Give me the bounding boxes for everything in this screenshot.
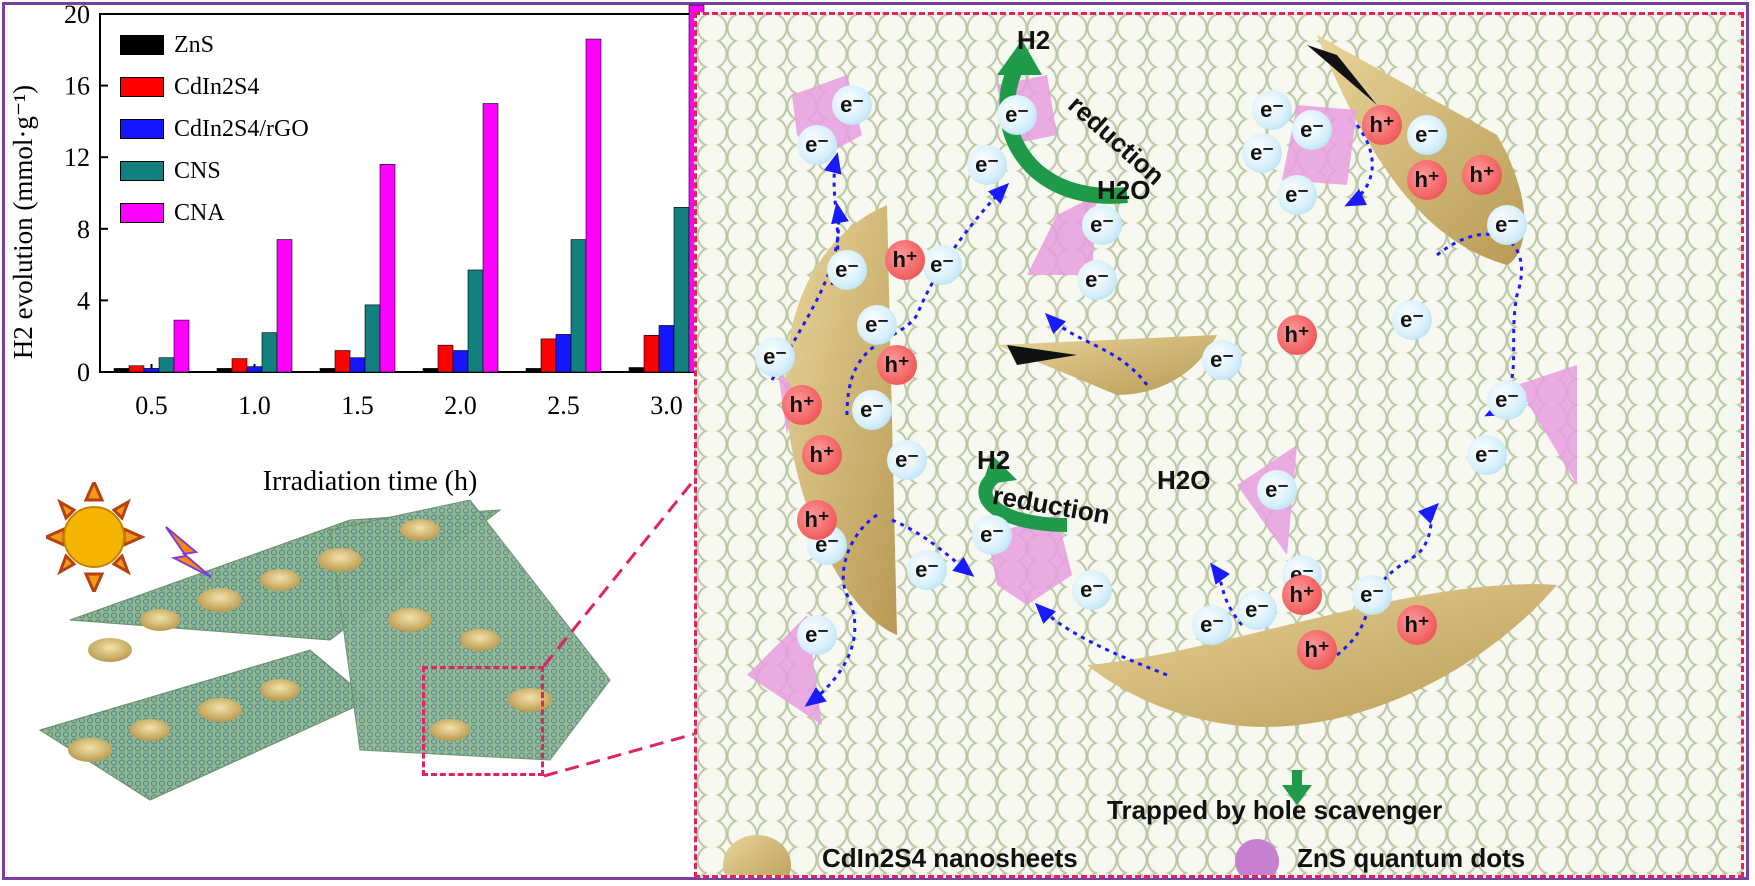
x-tick-label: 0.5: [135, 391, 168, 420]
legend-entry: CNA: [120, 192, 309, 234]
electron-marker: e⁻: [922, 245, 962, 285]
legend-label: CNA: [174, 199, 225, 226]
legend-label: CNS: [174, 157, 221, 184]
composite-scene-illustration: [38, 500, 611, 801]
hole-marker: h⁺: [1407, 160, 1447, 200]
trap-caption: Trapped by hole scavenger: [1107, 795, 1443, 825]
chart-legend: ZnS CdIn2S4 CdIn2S4/rGO CNS CNA: [120, 24, 309, 234]
up-arrow-icon: [997, 40, 1042, 75]
electron-marker: e⁻: [1487, 380, 1527, 420]
electron-marker: e⁻: [1487, 205, 1527, 245]
electron-marker: e⁻: [997, 95, 1037, 135]
bar-cna: [276, 239, 293, 373]
down-arrow-icon: [1282, 785, 1312, 805]
electron-marker: e⁻: [1467, 435, 1507, 475]
legend-swatch: [120, 119, 164, 139]
hole-marker: h⁺: [1277, 315, 1317, 355]
quantum-dot-legend-label: ZnS quantum dots: [1297, 843, 1526, 873]
x-tick-label: 1.0: [238, 391, 271, 420]
electron-marker: e⁻: [1292, 110, 1332, 150]
y-tick-label: 4: [77, 286, 90, 315]
bar-cna: [379, 164, 396, 373]
electron-marker: e⁻: [852, 390, 892, 430]
x-axis-title: Irradiation time (h): [262, 466, 478, 497]
sun-icon: [46, 482, 212, 592]
legend-swatch: [120, 77, 164, 97]
nanosheet-legend-icon: [723, 835, 791, 875]
legend-label: CdIn2S4: [174, 73, 260, 100]
electron-marker: e⁻: [1082, 205, 1122, 245]
lower-h2-label: H2: [977, 445, 1011, 475]
electron-marker: e⁻: [857, 305, 897, 345]
hole-marker: h⁺: [797, 500, 837, 540]
hole-marker: h⁺: [782, 385, 822, 425]
mechanism-panel: H2 reduction H2O H2 reduction H2O e⁻ e⁻ e⁻…: [694, 12, 1744, 878]
nanosheet-shadows: [1007, 45, 1377, 365]
legend-entry: ZnS: [120, 24, 309, 66]
x-tick-label: 1.5: [341, 391, 374, 420]
y-tick-label: 8: [77, 215, 90, 244]
electron-marker: e⁻: [887, 440, 927, 480]
upper-h2o-label: H2O: [1097, 175, 1151, 205]
hole-marker: h⁺: [1362, 105, 1402, 145]
x-tick-label: 3.0: [650, 391, 683, 420]
electron-marker: e⁻: [1352, 575, 1392, 615]
mechanism-shapes: [723, 35, 1577, 875]
legend-swatch: [120, 161, 164, 181]
legend-swatch: [120, 35, 164, 55]
electron-marker: e⁻: [755, 337, 795, 377]
electron-marker: e⁻: [1252, 90, 1292, 130]
electron-paths: [770, 124, 1523, 707]
quantum-dot-legend-icon: [1235, 839, 1279, 875]
bar-cna: [173, 319, 190, 373]
upper-h2-label: H2: [1017, 25, 1051, 55]
electron-marker: e⁻: [832, 85, 872, 125]
electron-marker: e⁻: [1407, 115, 1447, 155]
hole-marker: h⁺: [877, 345, 917, 385]
y-tick-label: 12: [64, 143, 90, 172]
electron-marker: e⁻: [907, 550, 947, 590]
electron-marker: e⁻: [1077, 260, 1117, 300]
green-reaction-arrows: [978, 40, 1312, 805]
bar-cna: [585, 38, 602, 373]
legend-entry: CdIn2S4: [120, 66, 309, 108]
electron-marker: e⁻: [1237, 590, 1277, 630]
bar-cna: [482, 103, 499, 373]
electron-marker: e⁻: [1257, 470, 1297, 510]
legend-label: CdIn2S4/rGO: [174, 115, 309, 142]
electron-marker: e⁻: [972, 515, 1012, 555]
zoom-region-marker: [422, 666, 544, 776]
electron-marker: e⁻: [1072, 570, 1112, 610]
electron-marker: e⁻: [1242, 133, 1282, 173]
legend-entry: CdIn2S4/rGO: [120, 108, 309, 150]
electron-marker: e⁻: [1277, 175, 1317, 215]
hole-marker: h⁺: [1397, 605, 1437, 645]
hole-marker: h⁺: [1462, 155, 1502, 195]
hole-marker: h⁺: [1282, 575, 1322, 615]
electron-marker: e⁻: [967, 145, 1007, 185]
y-tick-label: 16: [64, 72, 90, 101]
x-tick-label: 2.0: [444, 391, 477, 420]
electron-marker: e⁻: [827, 250, 867, 290]
legend-label: ZnS: [174, 31, 215, 58]
hole-marker: h⁺: [885, 240, 925, 280]
electron-marker: e⁻: [1192, 605, 1232, 645]
y-tick-label: 20: [64, 0, 90, 29]
nanosheet-legend-label: CdIn2S4 nanosheets: [822, 843, 1078, 873]
lightning-icon: [165, 526, 212, 578]
electron-marker: e⁻: [1392, 300, 1432, 340]
legend-entry: CNS: [120, 150, 309, 192]
hole-marker: h⁺: [1297, 630, 1337, 670]
electron-marker: e⁻: [1202, 340, 1242, 380]
x-tick-label: 2.5: [547, 391, 580, 420]
y-tick-label: 0: [77, 358, 90, 387]
electron-marker: e⁻: [797, 125, 837, 165]
lower-h2o-label: H2O: [1157, 465, 1211, 495]
bar-cdin2s4: [231, 358, 248, 373]
electron-marker: e⁻: [797, 615, 837, 655]
hole-marker: h⁺: [802, 435, 842, 475]
legend-swatch: [120, 203, 164, 223]
